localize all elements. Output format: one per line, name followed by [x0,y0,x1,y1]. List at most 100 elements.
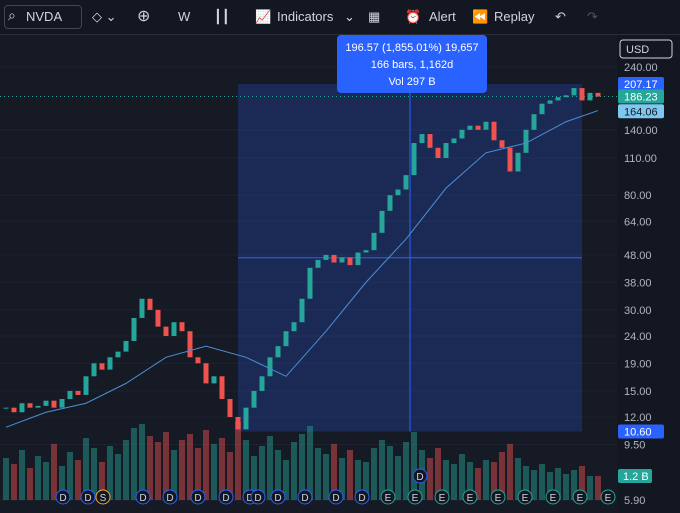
candle [107,357,113,370]
event-label: S [100,493,107,504]
volume-bar [251,456,257,500]
symbol[interactable]: NVDA [26,9,63,24]
candle [339,257,345,263]
chart-type[interactable]: ┃┃ [214,9,230,24]
candle [315,259,321,268]
candle [67,390,73,399]
volume-bar [19,450,25,500]
event-label: E [550,493,557,504]
indicators[interactable]: Indicators [277,9,334,24]
candle [427,134,433,148]
y-tick-label: 38.00 [624,277,652,289]
event-label: D [416,472,423,483]
candle [195,357,201,364]
candle [99,363,105,370]
event-label: D [84,493,91,504]
volume-bar [43,462,49,500]
toolbar: NVDA ⌕ ◇ ⌄ ⊕ W ┃┃ 📈 Indicators ⌄ ▦ ⏰ Ale… [0,0,680,35]
volume-bar [3,458,9,500]
volume-bar [539,464,545,500]
alert[interactable]: Alert [429,9,456,24]
candle [115,351,121,358]
layouts[interactable]: ▦ [368,9,381,24]
favorite-icon[interactable]: ◇ ⌄ [92,9,117,24]
volume-bar [59,466,65,500]
y-tick-label: 5.90 [624,495,645,507]
candle [571,88,577,96]
event-label: D [166,493,173,504]
volume-bar [75,460,81,500]
candle [59,398,65,408]
candle [419,134,425,144]
volume-bar [219,438,225,500]
volume-bar [227,452,233,500]
volume-bar [83,438,89,500]
currency-box[interactable] [619,39,673,59]
volume-bar [371,448,377,500]
volume-bar [243,440,249,500]
volume-bar [451,464,457,500]
replay[interactable]: Replay [494,9,535,24]
dropdown[interactable]: ⌄ [344,9,355,24]
event-marker [490,489,506,505]
candle [595,92,601,97]
volume-bar [435,448,441,500]
moving-average [5,110,599,428]
volume-bar [315,448,321,500]
event-marker [462,489,478,505]
measure-text: Vol 297 B [388,76,435,88]
candle [547,100,553,104]
volume-bar [91,448,97,500]
measure-tooltip [337,35,487,93]
candle [563,95,569,98]
candle [3,407,9,409]
volume-bar [483,460,489,500]
event-label: D [59,493,66,504]
interval[interactable]: W [178,9,191,24]
candle [91,363,97,377]
symbol-search[interactable] [4,5,82,29]
volume-bar [123,440,129,500]
price-badge-label: 186.23 [624,91,658,103]
y-tick-label: 12.00 [624,412,652,424]
event-label: D [358,493,365,504]
volume-bar [195,448,201,500]
event-marker [55,489,71,505]
volume-bar [67,452,73,500]
event-label: D [332,493,339,504]
undo[interactable]: ↶ [555,9,566,24]
volume-badge-label: 1.2 B [623,471,649,483]
candle [555,97,561,101]
y-tick-label: 80.00 [624,190,652,202]
volume-bar [579,466,585,500]
volume-bar [147,436,153,500]
currency[interactable]: USD [626,44,649,56]
candle [243,407,249,430]
volume-bar [379,440,385,500]
volume-bar [187,434,193,500]
candle [131,317,137,341]
candle [355,252,361,266]
replay-icon: ⏪ [472,9,489,24]
candle [483,121,489,130]
compare[interactable]: ⊕ [137,8,151,25]
event-label: E [495,493,502,504]
volume-bar [299,434,305,500]
volume-bar [115,454,121,500]
candle [163,326,169,336]
redo[interactable]: ↷ [587,9,598,24]
event-marker [354,489,370,505]
candle [443,143,449,158]
volume-bar [323,454,329,500]
event-label: D [254,493,261,504]
event-label: E [577,493,584,504]
volume-bar [203,430,209,500]
volume-bar [475,468,481,500]
event-marker [600,489,616,505]
volume-bar [163,432,169,500]
volume-bar [387,446,393,500]
event-marker [412,468,428,484]
volume-bar [99,462,105,500]
volume-bar [507,444,513,500]
